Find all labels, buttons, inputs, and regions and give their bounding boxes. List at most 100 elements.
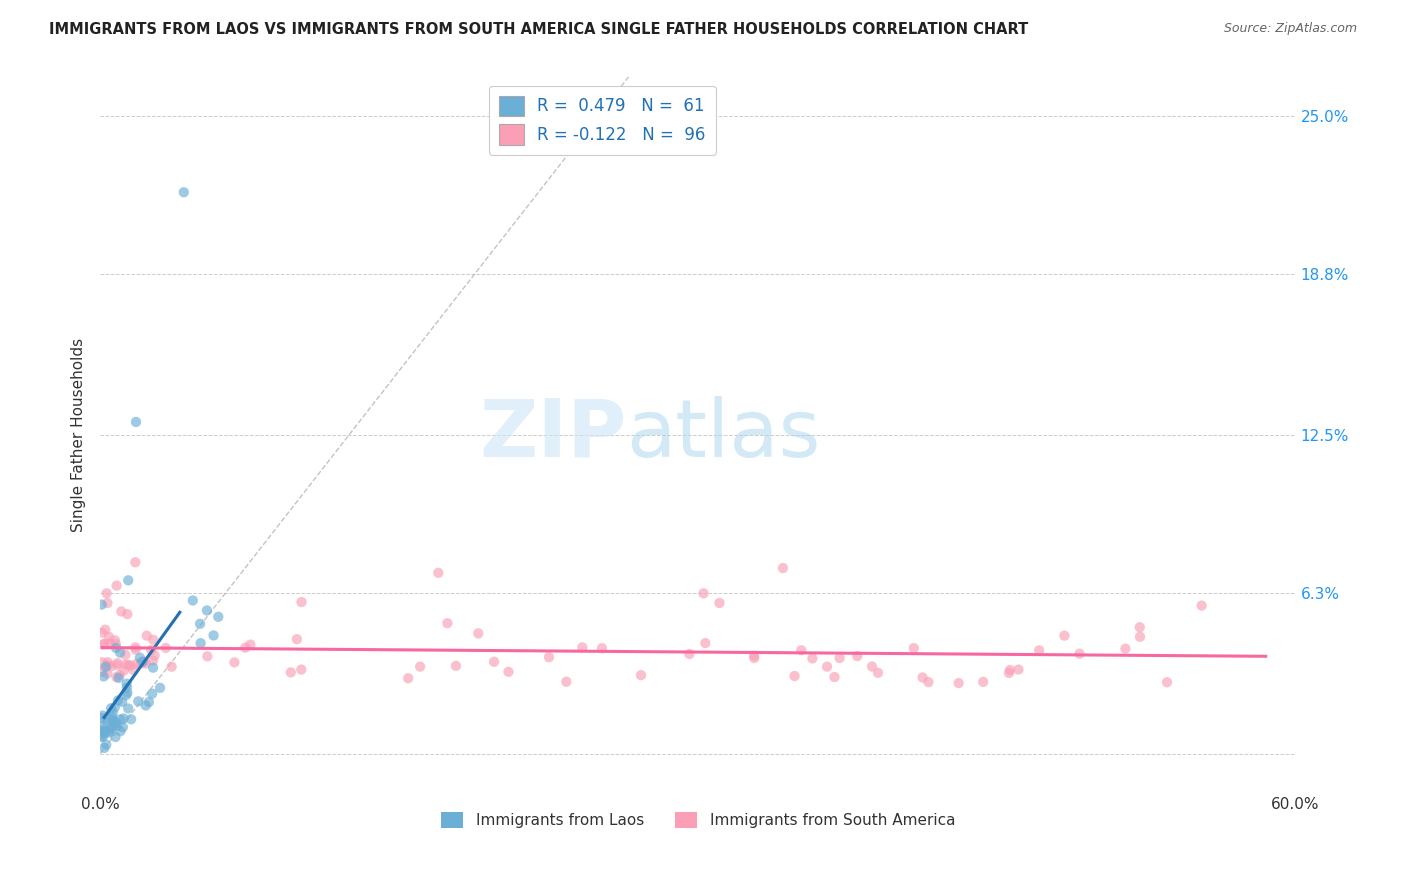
Point (90, 724, 112, 739)
Point (436, 616, 458, 631)
Point (948, 676, 970, 690)
Point (97, 658, 120, 673)
Point (427, 566, 450, 580)
Point (860, 659, 883, 673)
Point (100, 659, 122, 673)
Point (98, 723, 121, 738)
Point (94, 660, 117, 674)
Point (97, 655, 120, 669)
Point (1191, 599, 1213, 613)
Point (101, 710, 124, 724)
Point (135, 629, 157, 643)
Text: IMMIGRANTS FROM LAOS VS IMMIGRANTS FROM SOUTH AMERICA SINGLE FATHER HOUSEHOLDS C: IMMIGRANTS FROM LAOS VS IMMIGRANTS FROM … (49, 22, 1028, 37)
Point (97, 711, 120, 725)
Point (207, 609, 229, 624)
Point (772, 561, 794, 575)
Point (903, 641, 925, 656)
Point (125, 415, 148, 429)
Point (107, 671, 129, 685)
Point (110, 604, 132, 618)
Point (135, 698, 157, 713)
Point (998, 663, 1021, 677)
Point (141, 687, 163, 701)
Point (90, 730, 112, 744)
Point (482, 655, 505, 669)
Point (1114, 641, 1136, 656)
Point (90, 711, 112, 725)
Point (120, 712, 142, 726)
Point (142, 653, 165, 667)
Point (104, 715, 127, 730)
Point (591, 641, 613, 656)
Point (114, 657, 136, 672)
Point (111, 720, 134, 734)
Point (98, 636, 121, 650)
Point (498, 665, 520, 679)
Point (112, 664, 135, 678)
Point (202, 628, 225, 642)
Point (117, 607, 139, 622)
Point (112, 711, 135, 725)
Point (96, 586, 118, 600)
Point (96, 666, 118, 681)
Point (911, 670, 934, 684)
Point (114, 648, 136, 662)
Point (91, 708, 114, 723)
Point (224, 656, 246, 670)
Point (801, 651, 824, 665)
Point (105, 578, 128, 592)
Point (149, 681, 172, 695)
Point (122, 663, 145, 677)
Point (866, 665, 889, 680)
Point (1156, 675, 1178, 690)
Point (117, 701, 139, 715)
Point (105, 670, 128, 684)
Point (96, 715, 118, 730)
Point (280, 665, 302, 680)
Point (111, 695, 134, 709)
Point (142, 632, 165, 647)
Point (692, 586, 714, 600)
Point (98, 725, 121, 739)
Point (195, 649, 218, 664)
Point (790, 643, 813, 657)
Point (107, 693, 129, 707)
Point (233, 640, 256, 655)
Point (290, 595, 312, 609)
Point (285, 632, 308, 647)
Point (117, 686, 139, 700)
Point (630, 668, 652, 682)
Point (571, 640, 593, 655)
Point (846, 649, 869, 664)
Point (409, 659, 432, 673)
Point (93, 669, 115, 683)
Point (444, 658, 467, 673)
Point (783, 669, 806, 683)
Point (678, 647, 700, 661)
Point (173, 186, 195, 200)
Point (104, 730, 127, 744)
Point (155, 640, 177, 655)
Point (828, 651, 851, 665)
Point (190, 636, 212, 650)
Point (93, 726, 115, 740)
Point (1028, 643, 1050, 657)
Point (110, 712, 132, 726)
Point (105, 657, 128, 672)
Point (117, 658, 139, 673)
Point (105, 641, 128, 656)
Point (709, 596, 731, 610)
Point (94, 623, 117, 637)
Point (100, 701, 122, 715)
Point (100, 721, 122, 735)
Point (1069, 647, 1091, 661)
Point (107, 656, 129, 670)
Text: atlas: atlas (626, 396, 821, 474)
Point (695, 636, 717, 650)
Point (94, 725, 117, 739)
Point (537, 650, 560, 665)
Point (108, 646, 131, 660)
Point (815, 659, 838, 673)
Point (91, 665, 114, 679)
Point (96, 738, 118, 752)
